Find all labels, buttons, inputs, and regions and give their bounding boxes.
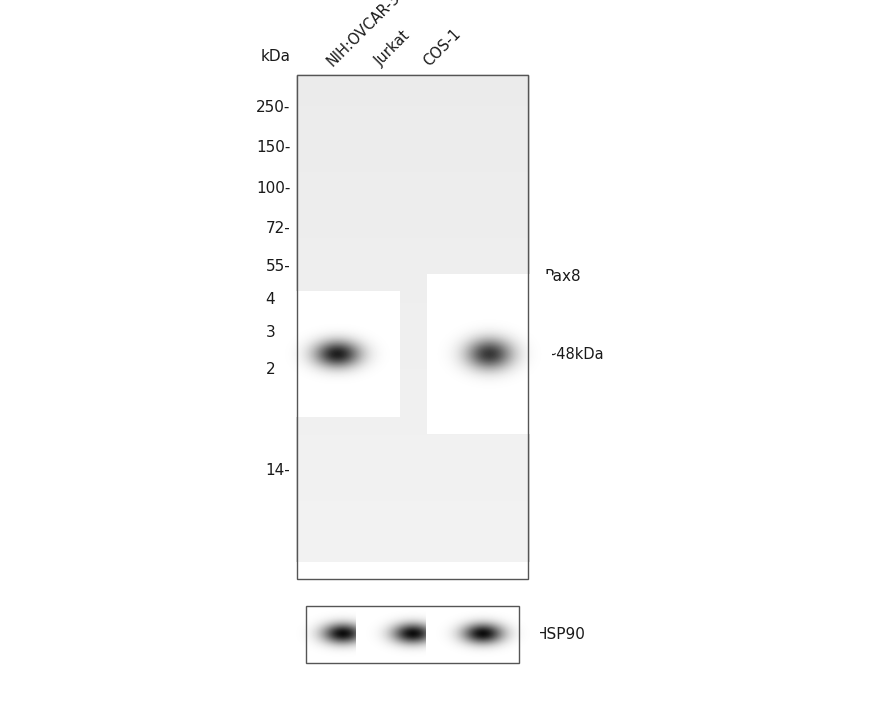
Text: Jurkat: Jurkat (372, 28, 413, 69)
Text: kDa: kDa (260, 49, 290, 65)
Text: ~48kDa: ~48kDa (544, 348, 604, 363)
Bar (306, 606, 519, 663)
Text: 14-: 14- (266, 464, 290, 479)
Bar (297, 75, 528, 579)
Text: Pax8: Pax8 (544, 269, 581, 284)
Text: 25-: 25- (266, 363, 290, 378)
Bar (306, 606, 519, 663)
Text: NIH:OVCAR-3: NIH:OVCAR-3 (324, 0, 403, 69)
Text: HSP90: HSP90 (535, 626, 585, 642)
Text: 72-: 72- (266, 221, 290, 236)
Text: 100-: 100- (256, 181, 290, 196)
Bar (297, 75, 528, 579)
Text: COS-1: COS-1 (421, 26, 464, 69)
Text: 55-: 55- (266, 259, 290, 274)
Text: 35-: 35- (266, 325, 290, 340)
Text: 42-: 42- (266, 292, 290, 306)
Text: 250-: 250- (256, 100, 290, 115)
Text: 150-: 150- (256, 140, 290, 155)
